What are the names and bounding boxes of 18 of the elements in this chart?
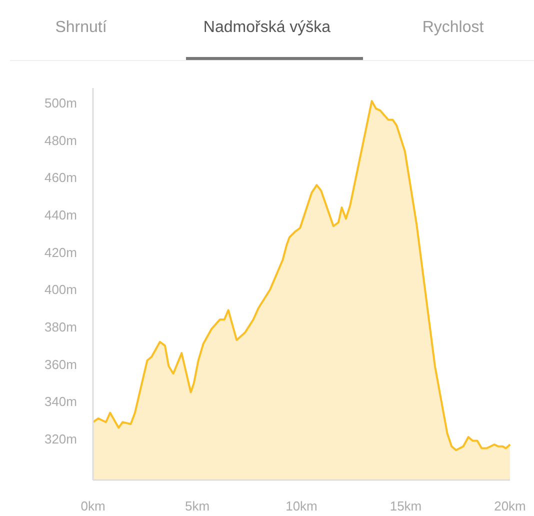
x-tick-label: 15km [390, 498, 422, 514]
x-tick-label: 20km [494, 498, 526, 514]
x-tick-label: 0km [80, 498, 106, 514]
text: Rychlost [422, 19, 484, 36]
x-tick-label: 5km [184, 498, 210, 514]
y-tick-label: 380m [44, 319, 77, 334]
x-tick-label: 10km [286, 498, 318, 514]
y-tick-label: 320m [44, 431, 77, 446]
text: Nadmořská výška [203, 19, 331, 36]
y-tick-label: 440m [44, 207, 77, 222]
y-tick-label: 500m [44, 95, 77, 110]
y-tick-label: 340m [44, 394, 77, 410]
text: Shrnutí [55, 19, 108, 36]
y-tick-label: 360m [44, 356, 77, 372]
y-tick-label: 460m [44, 170, 77, 186]
y-tick-label: 480m [44, 132, 77, 148]
y-tick-label: 420m [44, 244, 77, 260]
y-tick-label: 400m [44, 282, 77, 298]
